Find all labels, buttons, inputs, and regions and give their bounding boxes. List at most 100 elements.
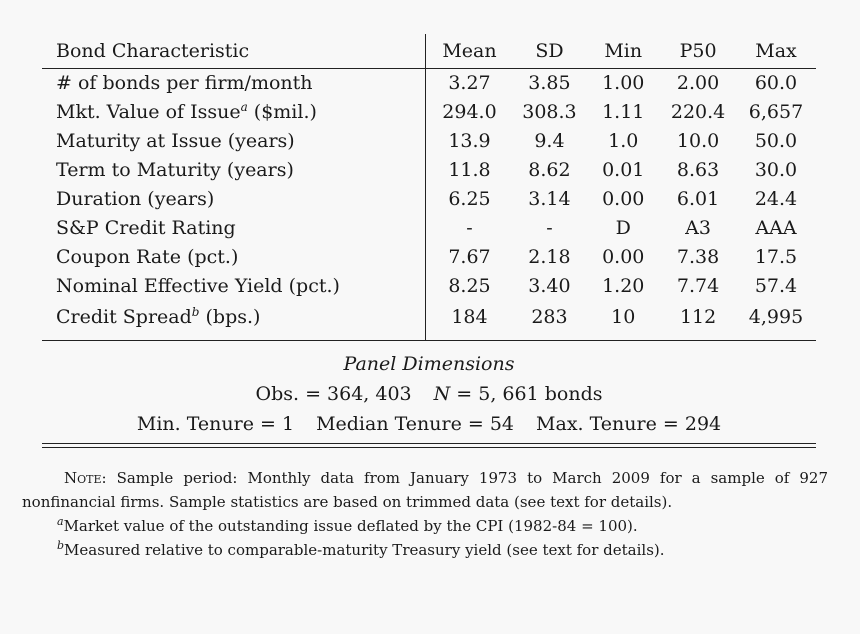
panel-n-label: N bbox=[433, 383, 451, 405]
panel-obs: Obs. = 364, 403 bbox=[255, 383, 412, 405]
table-cell: 17.5 bbox=[754, 246, 798, 268]
footnote-a-mark: a bbox=[57, 515, 64, 528]
table-cell: 6,657 bbox=[748, 101, 804, 123]
panel-max-tenure: Max. Tenure = 294 bbox=[536, 413, 722, 435]
table-cell: 8.63 bbox=[676, 159, 720, 181]
table-cell: 9.4 bbox=[534, 130, 565, 152]
table-cell: A3 bbox=[685, 217, 711, 239]
table-cell: 308.3 bbox=[522, 101, 577, 123]
row-label-footnote-mark: a bbox=[240, 100, 248, 114]
table-cell: 0.00 bbox=[602, 188, 645, 210]
table-cell: 294.0 bbox=[442, 101, 497, 123]
table-cell: 184 bbox=[451, 306, 488, 328]
table-row: Nominal Effective Yield (pct.) 8.25 3.40 1.… bbox=[42, 272, 816, 301]
table-row: # of bonds per firm/month 3.27 3.85 1.00 2.0… bbox=[42, 68, 816, 98]
table-cell: 13.9 bbox=[448, 130, 491, 152]
table-cell: 30.0 bbox=[754, 159, 798, 181]
table-row: Coupon Rate (pct.) 7.67 2.18 0.00 7.38 17.5 bbox=[42, 243, 816, 272]
row-label-text: Credit Spread bbox=[56, 306, 192, 328]
table-cell: 6.01 bbox=[676, 188, 720, 210]
table-cell: 57.4 bbox=[754, 275, 798, 297]
table-cell: 220.4 bbox=[670, 101, 726, 123]
table-cell: 1.0 bbox=[608, 130, 639, 152]
table-cell: 1.00 bbox=[602, 72, 645, 94]
row-label: Duration (years) bbox=[42, 185, 427, 214]
table-cell: D bbox=[615, 217, 631, 239]
table-cell: 8.62 bbox=[528, 159, 571, 181]
table-cell: AAA bbox=[755, 217, 797, 239]
table-row: Credit Spreadb (bps.) 184 283 10 112 4,995 bbox=[42, 301, 816, 341]
row-label-text: Maturity at Issue (years) bbox=[56, 130, 295, 152]
table-cell: 0.00 bbox=[602, 246, 645, 268]
table-cell: 11.8 bbox=[448, 159, 491, 181]
table-cell: - bbox=[546, 217, 553, 239]
table-cell: 0.01 bbox=[602, 159, 645, 181]
panel-n-value: = 5, 661 bonds bbox=[450, 383, 603, 405]
footnote-b: bMeasured relative to comparable-maturit… bbox=[57, 538, 860, 562]
row-label-text: Mkt. Value of Issue bbox=[56, 101, 241, 123]
table-cell: 2.00 bbox=[676, 72, 720, 94]
table-container: Bond Characteristic Mean SD Min P50 Max … bbox=[42, 34, 816, 448]
footnote-b-mark: b bbox=[57, 539, 65, 552]
table-header-row: Bond Characteristic Mean SD Min P50 Max bbox=[42, 34, 816, 69]
table-cell: 7.67 bbox=[448, 246, 491, 268]
row-label: Credit Spreadb (bps.) bbox=[42, 301, 427, 341]
footnote-b-text: Measured relative to comparable-maturity… bbox=[64, 541, 665, 559]
row-label-text: S&P Credit Rating bbox=[56, 217, 236, 239]
table-cell: 3.40 bbox=[528, 275, 571, 297]
table-cell: 1.20 bbox=[602, 275, 645, 297]
table-cell: 283 bbox=[531, 306, 568, 328]
footnote-a-text: Market value of the outstanding issue de… bbox=[63, 517, 638, 535]
column-header-mean: Mean bbox=[442, 39, 497, 62]
column-header-p50: P50 bbox=[679, 39, 717, 62]
row-label: Mkt. Value of Issuea ($mil.) bbox=[42, 98, 427, 127]
table-cell: 2.18 bbox=[528, 246, 571, 268]
row-label: Nominal Effective Yield (pct.) bbox=[42, 272, 427, 301]
row-label-text: Term to Maturity (years) bbox=[56, 159, 294, 181]
double-rule bbox=[42, 443, 816, 448]
column-header-characteristic: Bond Characteristic bbox=[42, 34, 427, 69]
footnote-a: aMarket value of the outstanding issue d… bbox=[57, 514, 860, 538]
panel-dimensions-title: Panel Dimensions bbox=[343, 353, 515, 375]
table-cell: 60.0 bbox=[754, 72, 798, 94]
table-cell: 10 bbox=[611, 306, 636, 328]
row-label: S&P Credit Rating bbox=[42, 214, 427, 243]
table-cell: - bbox=[466, 217, 473, 239]
table-cell: 3.14 bbox=[528, 188, 571, 210]
note-paragraph: Note: Sample period: Monthly data from J… bbox=[22, 466, 828, 514]
panel-min-tenure: Min. Tenure = 1 bbox=[136, 413, 295, 435]
panel-median-tenure: Median Tenure = 54 bbox=[316, 413, 515, 435]
row-label-unit: ($mil.) bbox=[247, 101, 317, 123]
note-label: Note: bbox=[64, 469, 107, 487]
row-label-text: # of bonds per firm/month bbox=[56, 72, 313, 94]
column-header-max: Max bbox=[755, 39, 797, 62]
table-row: Maturity at Issue (years) 13.9 9.4 1.0 10.0 5… bbox=[42, 127, 816, 156]
table-cell: 50.0 bbox=[754, 130, 798, 152]
row-label: Maturity at Issue (years) bbox=[42, 127, 427, 156]
row-label-text: Duration (years) bbox=[56, 188, 215, 210]
row-label-unit: (bps.) bbox=[199, 306, 261, 328]
table-row: S&P Credit Rating - - D A3 AAA bbox=[42, 214, 816, 243]
table-cell: 4,995 bbox=[748, 306, 804, 328]
table-cell: 6.25 bbox=[448, 188, 491, 210]
table-cell: 112 bbox=[679, 306, 717, 328]
bond-statistics-table: Bond Characteristic Mean SD Min P50 Max … bbox=[42, 34, 816, 341]
table-cell: 24.4 bbox=[754, 188, 798, 210]
table-row: Duration (years) 6.25 3.14 0.00 6.01 24.4 bbox=[42, 185, 816, 214]
table-row: Mkt. Value of Issuea ($mil.) 294.0 308.3 1.… bbox=[42, 98, 816, 127]
panel-tenure-line: Min. Tenure = 1 Median Tenure = 54 Max. Te… bbox=[42, 409, 816, 439]
panel-obs-line: Obs. = 364, 403 N = 5, 661 bonds bbox=[42, 379, 816, 409]
row-label: Term to Maturity (years) bbox=[42, 156, 427, 185]
row-label-text: Coupon Rate (pct.) bbox=[56, 246, 239, 268]
table-row: Term to Maturity (years) 11.8 8.62 0.01 8.63… bbox=[42, 156, 816, 185]
table-cell: 3.85 bbox=[528, 72, 571, 94]
table-cell: 7.38 bbox=[676, 246, 720, 268]
table-cell: 8.25 bbox=[448, 275, 491, 297]
row-label: # of bonds per firm/month bbox=[42, 68, 427, 98]
table-cell: 1.11 bbox=[602, 101, 645, 123]
row-label: Coupon Rate (pct.) bbox=[42, 243, 427, 272]
table-cell: 3.27 bbox=[448, 72, 491, 94]
table-cell: 7.74 bbox=[676, 275, 720, 297]
table-notes: Note: Sample period: Monthly data from J… bbox=[0, 466, 860, 562]
